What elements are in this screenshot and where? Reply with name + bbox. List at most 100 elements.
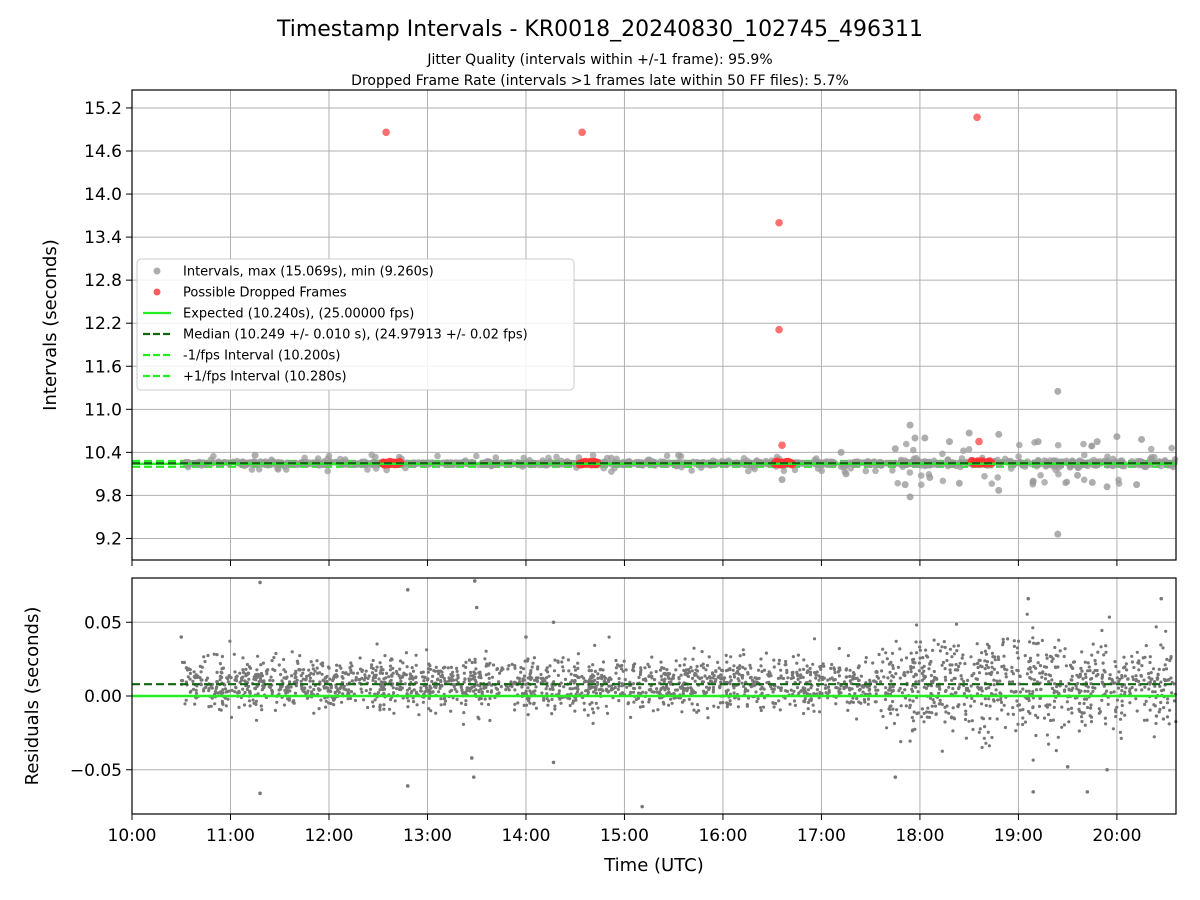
residual-point bbox=[604, 687, 609, 691]
residual-point bbox=[471, 689, 476, 693]
interval-outlier-22 bbox=[926, 473, 934, 481]
residual-point bbox=[522, 703, 526, 708]
residual-point bbox=[925, 710, 929, 714]
residual-point bbox=[677, 676, 681, 680]
residual-point bbox=[576, 687, 580, 691]
residual-point bbox=[571, 701, 575, 705]
residual-point bbox=[392, 711, 396, 715]
residual-outlier-6 bbox=[471, 775, 476, 779]
residual-point bbox=[1016, 722, 1020, 726]
residual-point bbox=[284, 670, 288, 674]
residual-point bbox=[934, 676, 939, 681]
residual-point bbox=[591, 690, 596, 694]
residual-point bbox=[423, 676, 427, 680]
residual-point bbox=[391, 686, 395, 690]
residual-point bbox=[718, 701, 723, 705]
residual-point bbox=[310, 692, 314, 696]
residual-point bbox=[848, 674, 852, 679]
residual-point bbox=[411, 676, 415, 680]
residual-point bbox=[1089, 715, 1094, 719]
residual-point bbox=[593, 688, 598, 692]
residual-point bbox=[631, 686, 636, 690]
residual-point bbox=[498, 671, 502, 675]
residual-point bbox=[542, 698, 546, 702]
residual-point bbox=[556, 659, 560, 663]
residual-point bbox=[440, 673, 444, 678]
residual-point bbox=[598, 691, 603, 696]
residual-point bbox=[1159, 700, 1163, 705]
residual-point bbox=[779, 674, 783, 678]
residual-point bbox=[495, 667, 500, 671]
residual-point bbox=[689, 665, 693, 670]
interval-point bbox=[301, 454, 308, 462]
residual-point bbox=[220, 654, 224, 659]
residual-point bbox=[570, 679, 574, 683]
residual-point bbox=[203, 659, 207, 664]
residual-point bbox=[1114, 714, 1118, 719]
residual-point bbox=[980, 702, 984, 706]
residual-point bbox=[711, 685, 716, 690]
residual-point bbox=[1018, 708, 1022, 712]
residual-point bbox=[691, 657, 695, 661]
residual-point bbox=[461, 722, 466, 727]
residual-outlier-14 bbox=[1031, 790, 1035, 794]
residual-point bbox=[1070, 674, 1074, 678]
residual-point bbox=[1015, 646, 1020, 650]
residual-point bbox=[423, 690, 427, 694]
residual-point bbox=[261, 661, 265, 665]
residual-point bbox=[290, 674, 294, 678]
residual-point bbox=[950, 678, 954, 682]
residual-point bbox=[848, 701, 852, 705]
residual-point bbox=[194, 688, 198, 692]
residual-point bbox=[803, 687, 807, 691]
residual-point bbox=[265, 669, 269, 674]
residual-outlier-16 bbox=[1159, 596, 1164, 601]
residual-point bbox=[1012, 639, 1016, 643]
residual-point bbox=[795, 686, 800, 690]
residual-point bbox=[1148, 708, 1152, 712]
intervals-y-ticks: 9.29.810.411.011.612.212.813.414.014.615… bbox=[84, 99, 132, 549]
residual-point bbox=[1151, 667, 1156, 671]
residual-point bbox=[1086, 685, 1090, 689]
residual-point bbox=[245, 687, 249, 692]
residual-point bbox=[703, 674, 707, 678]
residual-point bbox=[799, 676, 803, 680]
residual-point bbox=[1159, 680, 1163, 684]
residual-point bbox=[793, 703, 798, 708]
residual-point bbox=[981, 717, 986, 721]
residual-point bbox=[233, 690, 237, 694]
residual-point bbox=[1137, 661, 1141, 665]
residual-outlier-9 bbox=[551, 620, 556, 625]
residual-point bbox=[937, 691, 941, 695]
dropped-point-0 bbox=[382, 128, 390, 137]
residual-point bbox=[885, 657, 889, 661]
interval-outlier-19 bbox=[1029, 477, 1037, 485]
residual-outlier-0 bbox=[258, 580, 262, 585]
residual-point bbox=[1039, 687, 1043, 692]
residual-point bbox=[290, 650, 294, 654]
residual-point bbox=[312, 687, 316, 692]
residual-point bbox=[1054, 749, 1058, 753]
residual-point bbox=[931, 698, 935, 702]
residual-point bbox=[378, 708, 382, 712]
residual-point bbox=[1077, 688, 1081, 692]
residual-point bbox=[1055, 685, 1059, 689]
residual-point bbox=[574, 698, 578, 702]
residual-outlier-3 bbox=[258, 791, 262, 796]
residual-point bbox=[662, 672, 666, 676]
residual-point bbox=[1120, 674, 1124, 678]
residual-point bbox=[1135, 709, 1139, 713]
interval-point bbox=[780, 467, 788, 475]
residual-point bbox=[713, 680, 717, 684]
residual-point bbox=[740, 676, 745, 680]
residual-point bbox=[1060, 705, 1064, 709]
residual-point bbox=[218, 690, 223, 694]
residual-point bbox=[955, 649, 959, 653]
residual-point bbox=[1112, 690, 1116, 694]
dropped-point-3 bbox=[775, 325, 783, 334]
residual-point bbox=[590, 673, 595, 677]
residual-point bbox=[669, 697, 673, 701]
residual-point bbox=[679, 673, 683, 677]
residual-point bbox=[749, 685, 754, 689]
residual-point bbox=[884, 686, 888, 690]
